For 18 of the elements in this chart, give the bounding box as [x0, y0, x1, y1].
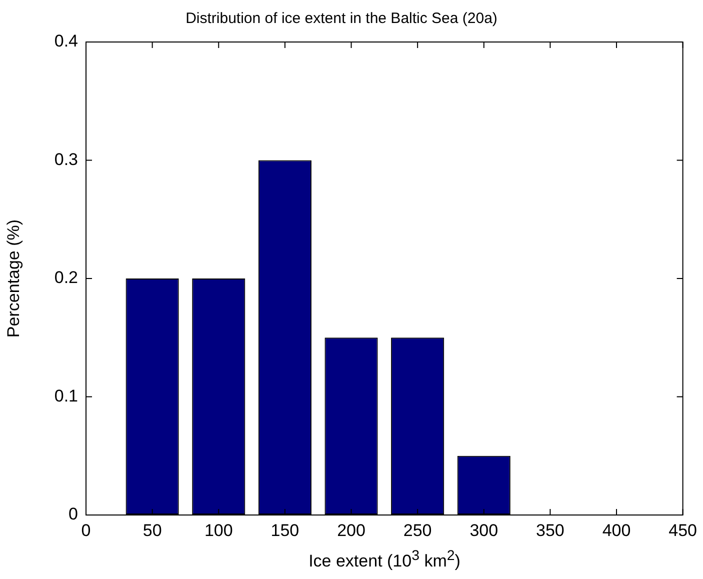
x-tick-label: 150 — [270, 520, 300, 540]
x-tick-label: 0 — [81, 520, 91, 540]
x-tick-label: 400 — [602, 520, 631, 540]
x-tick-label: 50 — [142, 520, 162, 540]
x-tick-label: 300 — [470, 520, 498, 540]
x-tick-label: 100 — [204, 520, 233, 540]
y-tick-label: 0.2 — [54, 268, 78, 288]
x-tick-label: 200 — [337, 520, 366, 540]
y-tick-label: 0 — [68, 504, 78, 524]
y-tick-label: 0.4 — [54, 32, 78, 51]
x-axis-title: Ice extent (10$^{3}$ km$^{2}$) — [308, 548, 462, 572]
x-tick-label: 450 — [668, 520, 698, 540]
y-tick-label: 0.1 — [54, 386, 78, 406]
y-axis-title: Percentage (%) — [4, 219, 23, 338]
chart-title: Distribution of ice extent in the Baltic Sea (20a) — [186, 10, 498, 28]
x-tick-label: 350 — [536, 520, 564, 540]
y-tick-label: 0.3 — [54, 150, 78, 169]
x-tick-label: 250 — [403, 520, 432, 540]
